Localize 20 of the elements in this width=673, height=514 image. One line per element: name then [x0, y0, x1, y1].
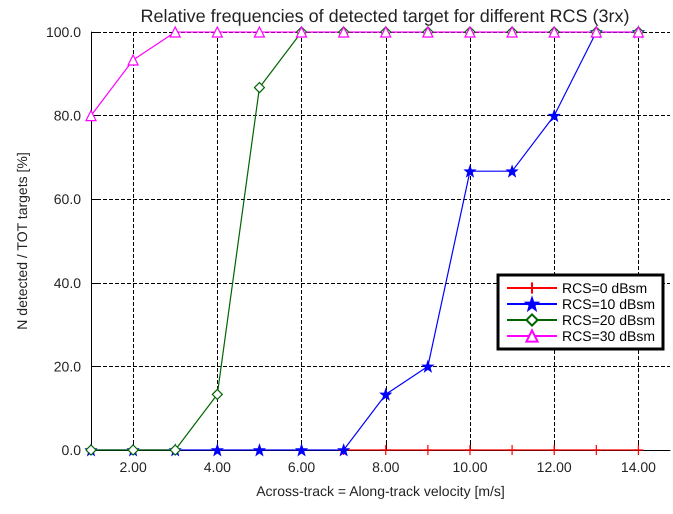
- y-axis-title: N detected / TOT targets [%]: [14, 152, 30, 330]
- x-tick-label: 10.00: [452, 459, 488, 475]
- x-tick-label: 12.00: [536, 459, 572, 475]
- x-tick-label: 6.00: [288, 459, 316, 475]
- legend-label: RCS=10 dBsm: [562, 296, 655, 312]
- y-tick-label: 100.0: [46, 24, 82, 40]
- x-tick-label: 8.00: [372, 459, 400, 475]
- x-axis-title: Across-track = Along-track velocity [m/s]: [256, 483, 505, 499]
- x-tick-label: 2.00: [119, 459, 147, 475]
- y-tick-label: 40.0: [54, 274, 82, 291]
- legend-label: RCS=30 dBsm: [562, 328, 655, 344]
- y-tick-label: 0.0: [62, 442, 82, 458]
- x-tick-label: 14.00: [620, 459, 656, 475]
- chart-title: Relative frequencies of detected target for different RCS (3rx): [140, 6, 630, 26]
- y-tick-label: 20.0: [54, 358, 82, 374]
- y-tick-label: 60.0: [54, 191, 82, 208]
- legend-label: RCS=0 dBsm: [562, 280, 648, 296]
- y-tick-label: 80.0: [54, 108, 82, 124]
- x-tick-label: 4.00: [204, 459, 232, 475]
- legend-label: RCS=20 dBsm: [562, 312, 655, 328]
